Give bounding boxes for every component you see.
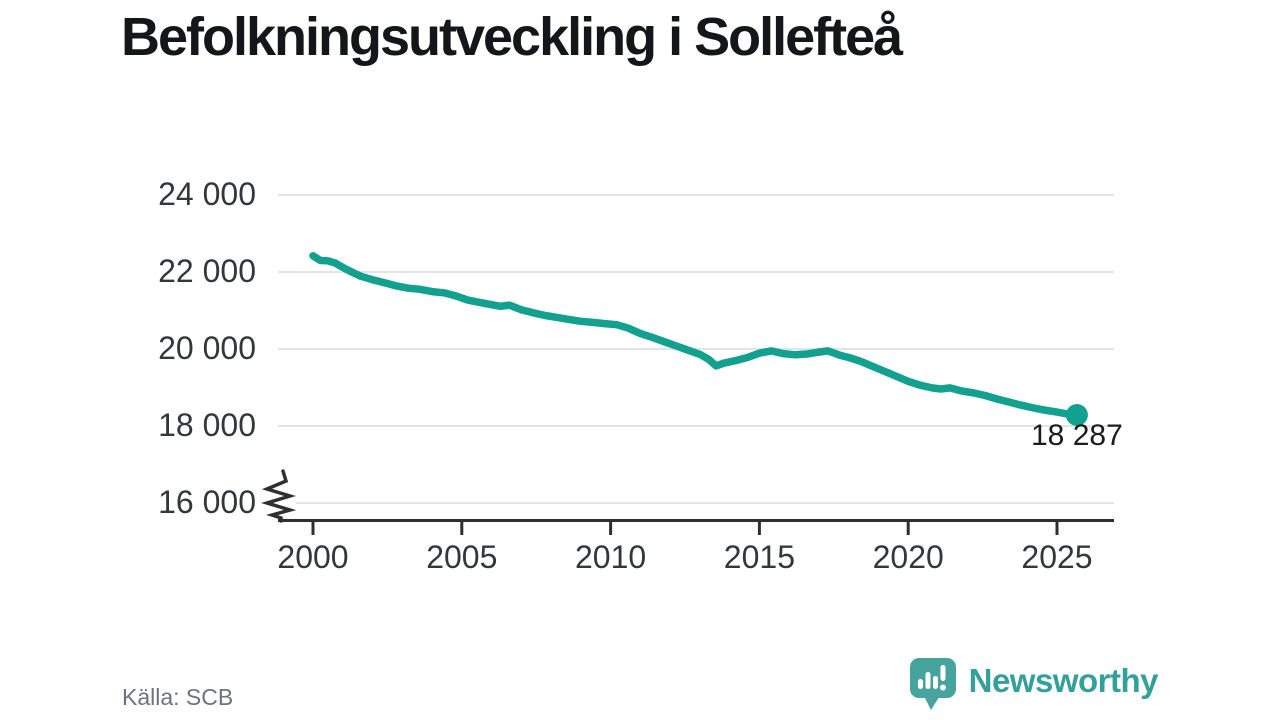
x-axis-tick-label: 2025 (1021, 539, 1093, 575)
x-axis-tick-label: 2010 (575, 539, 647, 575)
newsworthy-logo: Newsworthy (909, 656, 1159, 712)
y-axis-break-icon (260, 469, 297, 523)
y-axis-tick-label: 16 000 (158, 483, 256, 520)
x-axis-tick-label: 2005 (426, 539, 498, 575)
y-axis-tick-label: 18 000 (158, 406, 256, 443)
y-axis-tick-label: 20 000 (158, 329, 256, 366)
chart-title: Befolkningsutveckling i Sollefteå (121, 7, 903, 67)
newsworthy-speech-bubble-bar-chart-icon (909, 657, 957, 711)
newsworthy-wordmark: Newsworthy (968, 662, 1159, 699)
x-axis-tick-label: 2020 (872, 539, 944, 575)
x-axis-tick-label: 2015 (723, 539, 795, 575)
source-attribution: Källa: SCB (122, 684, 234, 710)
last-value-marker (1065, 404, 1088, 426)
population-series-line (309, 252, 1081, 419)
y-axis-tick-label: 22 000 (158, 252, 256, 289)
y-axis-tick-label: 24 000 (158, 175, 256, 212)
last-value-label: 18 287 (1031, 419, 1123, 452)
x-axis-tick-label: 2000 (277, 539, 349, 575)
